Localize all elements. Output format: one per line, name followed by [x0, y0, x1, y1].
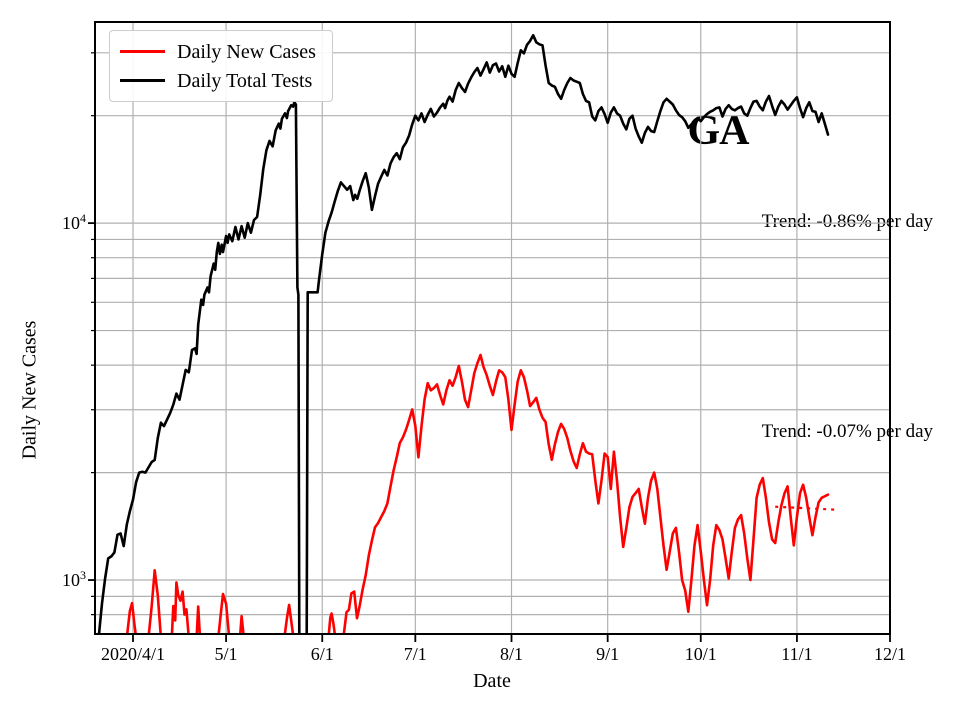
legend-label-cases: Daily New Cases — [177, 40, 316, 63]
x-tick-label-7/1: 7/1 — [403, 644, 427, 664]
legend-item-daily-new-cases: Daily New Cases — [120, 37, 316, 66]
x-tick-label-8/1: 8/1 — [499, 644, 524, 664]
x-axis-label: Date — [473, 670, 511, 692]
legend-line-sample-cases — [120, 49, 165, 54]
plot-border — [94, 21, 891, 635]
legend-label-tests: Daily Total Tests — [177, 69, 313, 92]
y-tick-base: 10 — [62, 213, 80, 233]
legend: Daily New Cases Daily Total Tests — [109, 30, 333, 102]
x-tick-label-11/1: 11/1 — [781, 644, 813, 664]
y-tick-exponent: 4 — [80, 211, 86, 225]
series-line-daily-total-tests — [97, 34, 830, 634]
trend-line-daily-new-cases — [775, 505, 835, 511]
x-tick-label-5/1: 5/1 — [214, 644, 238, 664]
series-line-daily-new-cases — [125, 353, 830, 634]
x-tick-label-10/1: 10/1 — [684, 644, 717, 664]
x-tick-label-9/1: 9/1 — [596, 644, 620, 664]
y-tick-exponent: 3 — [80, 568, 86, 582]
x-tick-label-2020/4/1: 2020/4/1 — [100, 644, 166, 664]
y-tick-base: 10 — [62, 570, 80, 590]
legend-item-daily-total-tests: Daily Total Tests — [120, 66, 316, 95]
x-tick-label-6/1: 6/1 — [310, 644, 334, 664]
y-tick-label-1e3: 103 — [62, 568, 86, 591]
x-tick-label-12/1: 12/1 — [873, 644, 907, 664]
y-tick-label-1e4: 104 — [62, 211, 86, 234]
legend-line-sample-tests — [120, 78, 165, 83]
